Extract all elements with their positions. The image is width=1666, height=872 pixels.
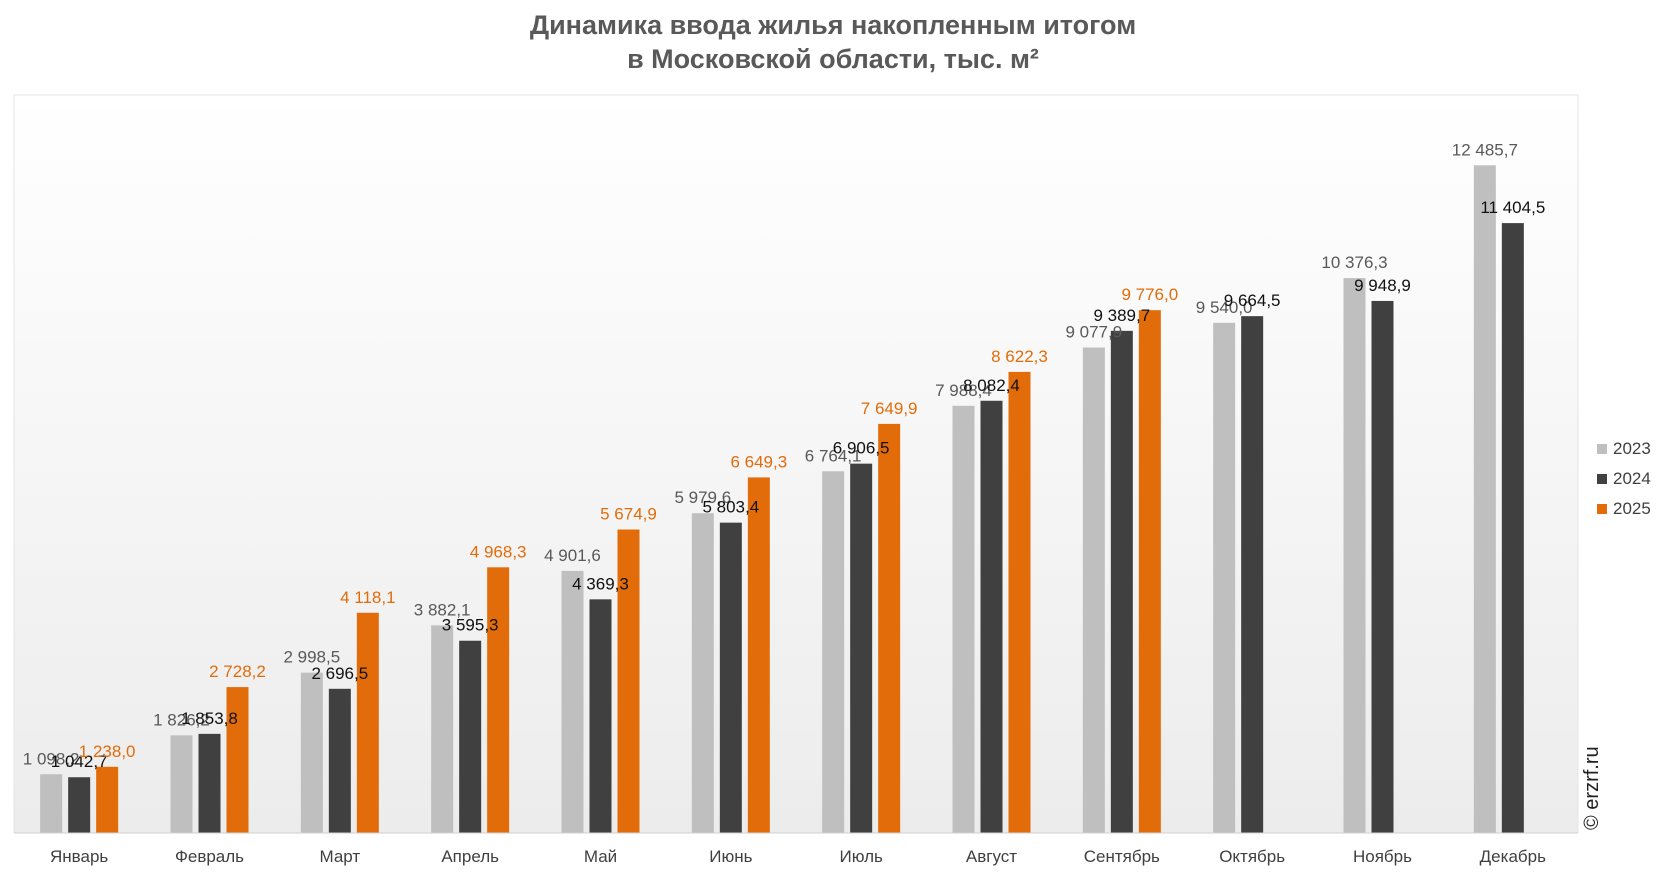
bar-2024 (980, 400, 1003, 833)
bar-2023 (170, 735, 193, 833)
watermark: © erzrf.ru (1581, 746, 1603, 830)
legend-item-2023: 2023 (1597, 434, 1651, 464)
bar-2024 (719, 522, 742, 833)
legend-item-2024: 2024 (1597, 464, 1651, 494)
bar-2023 (1473, 165, 1496, 833)
data-label-2023: 9 077,9 (1065, 323, 1122, 342)
bar-2023 (431, 625, 454, 833)
data-label-2023: 12 485,7 (1452, 140, 1518, 159)
legend-label-2023: 2023 (1613, 439, 1651, 458)
bar-2023 (300, 672, 323, 833)
data-label-2024: 11 404,5 (1480, 198, 1545, 217)
bar-2024 (589, 599, 612, 833)
data-label-2023: 5 979,6 (674, 488, 731, 507)
x-tick-label: Июль (839, 847, 883, 866)
data-label-2023: 1 098,2 (23, 749, 80, 768)
data-label-2024: 5 803,4 (702, 498, 759, 517)
bar-2025 (878, 423, 901, 833)
bar-2024 (68, 777, 91, 833)
data-label-2023: 6 764,1 (805, 446, 862, 465)
legend: 2023 2024 2025 (1597, 434, 1651, 524)
data-label-2025: 4 118,1 (340, 588, 395, 607)
data-label-2024: 1 853,8 (181, 709, 238, 728)
x-tick-label: Август (966, 847, 1017, 866)
chart-title-line2: в Московской области, тыс. м² (627, 44, 1039, 74)
bar-2025 (356, 612, 379, 833)
data-label-2025: 6 649,3 (730, 452, 787, 471)
x-tick-label: Сентябрь (1084, 847, 1160, 866)
legend-item-2025: 2025 (1597, 494, 1651, 524)
data-label-2023: 2 998,5 (283, 648, 340, 667)
x-tick-label: Январь (50, 847, 108, 866)
x-tick-label: Октябрь (1219, 847, 1285, 866)
bar-2024 (1371, 300, 1394, 833)
bar-2024 (1110, 330, 1133, 833)
x-tick-label: Апрель (441, 847, 499, 866)
data-label-2023: 1 826,2 (153, 710, 210, 729)
bar-2025 (1138, 310, 1161, 833)
bar-2024 (459, 640, 482, 833)
chart-title-line1: Динамика ввода жилья накопленным итогом (529, 10, 1137, 40)
bars-layer (40, 165, 1524, 834)
chart-title: Динамика ввода жилья накопленным итогом … (0, 8, 1666, 76)
bar-2025 (617, 529, 640, 833)
data-label-2024: 4 369,3 (572, 574, 629, 593)
bar-2025 (487, 567, 510, 833)
bar-2024 (198, 733, 221, 833)
bar-2023 (691, 513, 714, 833)
data-label-2023: 10 376,3 (1321, 253, 1387, 272)
bar-2024 (1501, 223, 1524, 833)
x-tick-label: Ноябрь (1353, 847, 1412, 866)
data-label-2025: 9 776,0 (1121, 285, 1178, 304)
bar-2025 (96, 766, 119, 833)
bar-2024 (850, 463, 873, 833)
x-axis-ticks: Январь Февраль Март Апрель Май Июнь Июль Август… (50, 847, 1546, 866)
bar-2023 (561, 570, 584, 833)
data-label-2023: 9 540,0 (1196, 298, 1253, 317)
legend-label-2025: 2025 (1613, 499, 1651, 518)
data-label-2023: 3 882,1 (414, 600, 471, 619)
legend-label-2024: 2024 (1613, 469, 1651, 488)
x-tick-label: Май (584, 847, 617, 866)
data-label-2024: 9 948,9 (1354, 276, 1411, 295)
x-tick-label: Февраль (175, 847, 244, 866)
legend-swatch-2025 (1597, 504, 1607, 514)
data-label-2024: 3 595,3 (442, 616, 499, 635)
data-labels-layer: 1 098,21 042,71 238,0 1 826,21 853,8 2 728… (23, 140, 1545, 771)
data-label-2025: 8 622,3 (991, 347, 1048, 366)
bar-2023 (1213, 322, 1236, 833)
data-label-2025: 2 728,2 (209, 662, 266, 681)
bar-2024 (328, 688, 351, 833)
data-label-2023: 4 901,6 (544, 546, 601, 565)
legend-swatch-2024 (1597, 474, 1607, 484)
x-tick-label: Июнь (709, 847, 752, 866)
data-label-2024: 1 042,7 (51, 752, 108, 771)
bar-2024 (1241, 316, 1264, 833)
data-label-2024: 6 906,5 (833, 439, 890, 458)
bar-2023 (952, 405, 975, 833)
data-label-2025: 7 649,9 (861, 399, 918, 418)
bar-2023 (822, 471, 845, 833)
bar-2025 (226, 687, 249, 833)
data-label-2025: 4 968,3 (470, 542, 527, 561)
bar-2023 (1343, 278, 1366, 834)
bar-2023 (1082, 347, 1105, 833)
plot-area (13, 94, 1579, 834)
bar-2025 (1008, 371, 1031, 833)
data-label-2024: 9 664,5 (1224, 291, 1281, 310)
data-label-2024: 2 696,5 (311, 664, 368, 683)
data-label-2024: 9 389,7 (1093, 306, 1150, 325)
data-label-2025: 5 674,9 (600, 505, 657, 524)
x-tick-label: Декабрь (1480, 847, 1546, 866)
legend-swatch-2023 (1597, 444, 1607, 454)
bar-2023 (40, 774, 63, 833)
x-tick-label: Март (319, 847, 360, 866)
data-label-2023: 7 988,4 (935, 381, 992, 400)
data-label-2025: 1 238,0 (79, 742, 136, 761)
bar-2025 (747, 477, 770, 833)
data-label-2024: 8 082,4 (963, 376, 1020, 395)
